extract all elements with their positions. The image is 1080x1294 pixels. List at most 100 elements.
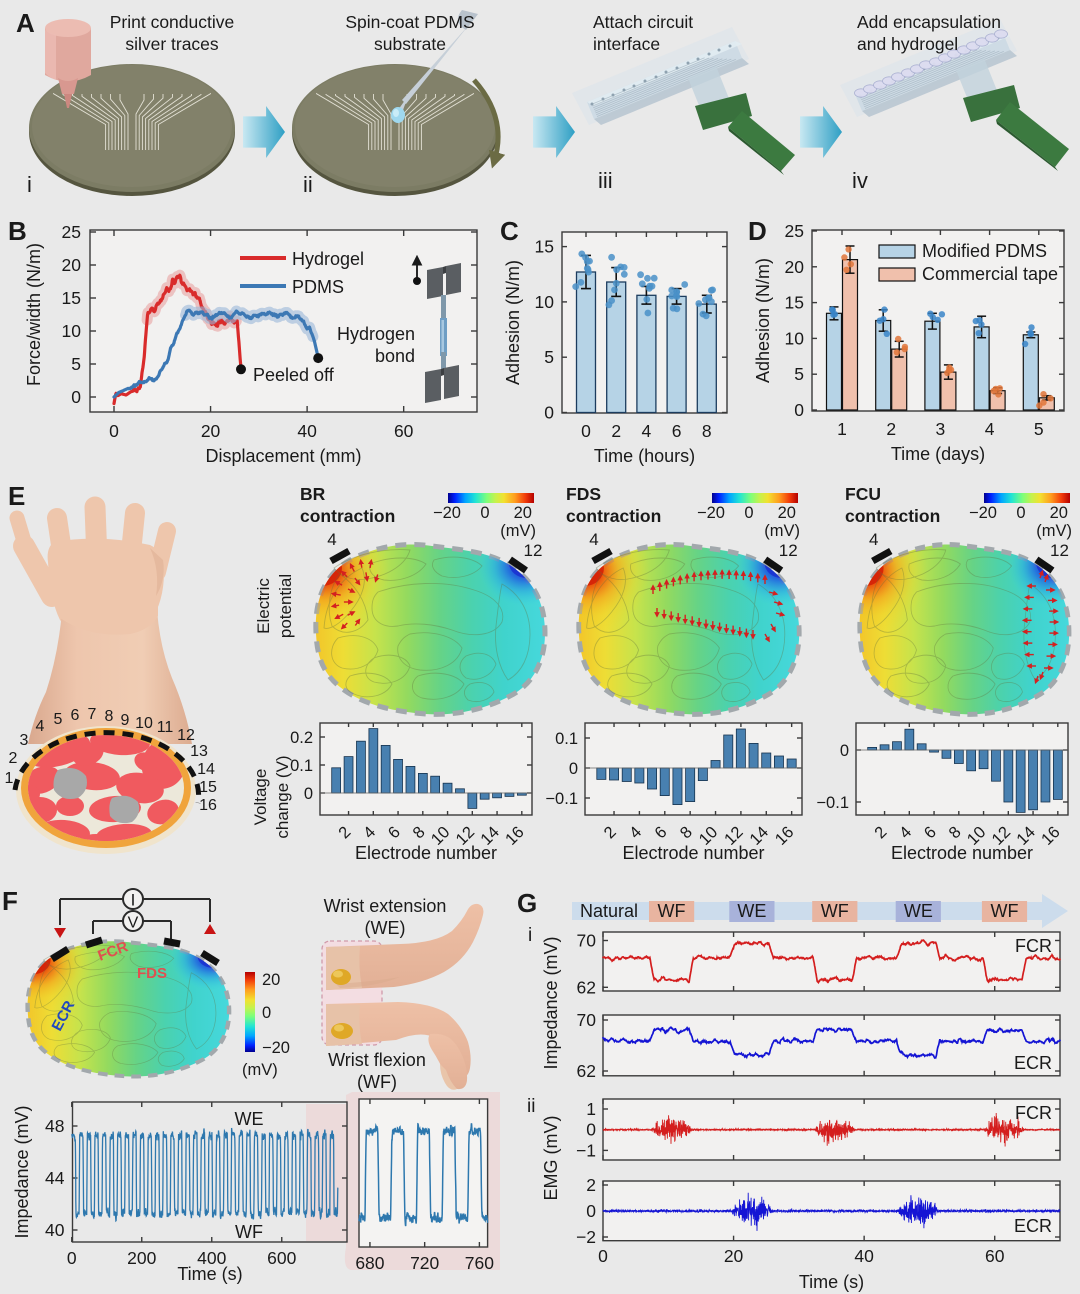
svg-text:Hydrogel: Hydrogel <box>292 249 364 269</box>
svg-text:Electrode number: Electrode number <box>891 843 1033 863</box>
svg-text:(mV): (mV) <box>1036 522 1072 540</box>
svg-text:40: 40 <box>297 421 317 441</box>
svg-text:14: 14 <box>197 761 215 778</box>
svg-text:12: 12 <box>1050 541 1069 560</box>
svg-text:−0.1: −0.1 <box>816 794 849 812</box>
svg-text:1: 1 <box>5 770 14 787</box>
svg-text:10: 10 <box>62 321 82 341</box>
svg-text:WF: WF <box>235 1222 263 1242</box>
svg-text:WF: WF <box>821 901 849 921</box>
svg-text:V: V <box>128 915 139 932</box>
svg-text:15: 15 <box>62 288 81 308</box>
svg-text:0: 0 <box>109 421 119 441</box>
svg-text:bond: bond <box>375 346 415 366</box>
svg-text:i: i <box>528 925 532 946</box>
svg-text:2: 2 <box>586 1175 596 1195</box>
svg-text:4: 4 <box>985 419 995 439</box>
svg-text:200: 200 <box>127 1248 156 1268</box>
svg-text:20: 20 <box>514 504 532 522</box>
svg-text:iv: iv <box>852 168 868 193</box>
svg-text:0: 0 <box>598 1246 608 1266</box>
svg-text:B: B <box>8 216 27 246</box>
svg-text:FCU: FCU <box>845 484 881 504</box>
svg-text:(mV): (mV) <box>500 522 536 540</box>
svg-text:15: 15 <box>535 237 554 257</box>
svg-text:9: 9 <box>121 712 130 729</box>
svg-text:WE: WE <box>737 901 766 921</box>
svg-text:2: 2 <box>886 419 896 439</box>
svg-text:12: 12 <box>524 541 543 560</box>
svg-text:11: 11 <box>157 719 174 736</box>
svg-text:44: 44 <box>45 1168 65 1188</box>
svg-text:0: 0 <box>581 421 591 441</box>
svg-text:contraction: contraction <box>566 506 661 526</box>
svg-text:A: A <box>16 8 35 38</box>
svg-text:20: 20 <box>785 257 805 277</box>
svg-text:and hydrogel: and hydrogel <box>857 34 958 54</box>
svg-text:potential: potential <box>276 574 295 638</box>
svg-text:6: 6 <box>71 707 80 724</box>
svg-text:12: 12 <box>177 727 195 744</box>
svg-text:contraction: contraction <box>845 506 940 526</box>
svg-text:12: 12 <box>779 541 798 560</box>
svg-text:720: 720 <box>410 1253 439 1273</box>
svg-text:48: 48 <box>45 1116 64 1136</box>
svg-text:20: 20 <box>1050 504 1068 522</box>
svg-text:20: 20 <box>778 504 796 522</box>
svg-text:3: 3 <box>936 419 946 439</box>
svg-text:Displacement (mm): Displacement (mm) <box>205 446 361 466</box>
svg-text:760: 760 <box>465 1253 494 1273</box>
svg-text:WE: WE <box>235 1109 264 1129</box>
svg-text:Print conductive: Print conductive <box>110 12 235 32</box>
svg-text:5: 5 <box>544 347 554 367</box>
svg-text:Commercial tape: Commercial tape <box>922 264 1058 284</box>
svg-text:Electric: Electric <box>254 578 273 634</box>
svg-text:(mV): (mV) <box>764 522 800 540</box>
svg-text:i: i <box>27 172 32 197</box>
svg-text:−1: −1 <box>576 1140 596 1160</box>
svg-text:4: 4 <box>869 530 878 549</box>
svg-text:FCR: FCR <box>1015 1103 1052 1123</box>
svg-text:Adhesion (N/m): Adhesion (N/m) <box>503 260 523 385</box>
svg-text:contraction: contraction <box>300 506 395 526</box>
svg-text:600: 600 <box>267 1248 296 1268</box>
svg-text:C: C <box>500 216 519 246</box>
svg-text:16: 16 <box>199 797 217 814</box>
svg-text:change (V): change (V) <box>273 755 292 838</box>
svg-text:FCR: FCR <box>1015 936 1052 956</box>
svg-text:10: 10 <box>135 715 153 732</box>
svg-text:WF: WF <box>658 901 686 921</box>
svg-text:Impedance (mV): Impedance (mV) <box>541 936 561 1069</box>
svg-text:0: 0 <box>71 387 81 407</box>
svg-text:FDS: FDS <box>566 484 601 504</box>
svg-text:−20: −20 <box>262 1039 290 1057</box>
svg-text:(WF): (WF) <box>357 1072 397 1092</box>
svg-text:(WE): (WE) <box>365 918 406 938</box>
svg-text:70: 70 <box>577 1010 597 1030</box>
svg-text:0: 0 <box>744 504 753 522</box>
svg-text:1: 1 <box>586 1099 596 1119</box>
svg-text:ii: ii <box>303 172 313 197</box>
svg-text:BR: BR <box>300 484 326 504</box>
svg-text:−2: −2 <box>576 1227 596 1247</box>
svg-text:4: 4 <box>36 718 45 735</box>
svg-text:D: D <box>748 216 767 246</box>
svg-text:0: 0 <box>480 504 489 522</box>
svg-text:Time (s): Time (s) <box>177 1264 242 1284</box>
svg-text:3: 3 <box>20 732 29 749</box>
svg-text:ECR: ECR <box>1014 1216 1052 1236</box>
svg-text:Peeled off: Peeled off <box>253 365 335 385</box>
svg-text:10: 10 <box>785 328 805 348</box>
svg-text:WF: WF <box>991 901 1019 921</box>
svg-text:Add encapsulation: Add encapsulation <box>857 12 1001 32</box>
svg-text:2: 2 <box>611 421 621 441</box>
svg-text:EMG (mV): EMG (mV) <box>541 1116 561 1201</box>
svg-text:Time (s): Time (s) <box>799 1272 864 1292</box>
svg-text:0: 0 <box>794 400 804 420</box>
svg-text:2: 2 <box>9 750 18 767</box>
svg-text:substrate: substrate <box>374 34 446 54</box>
svg-text:Modified PDMS: Modified PDMS <box>922 241 1047 261</box>
svg-text:Natural: Natural <box>580 901 638 921</box>
svg-text:Wrist flexion: Wrist flexion <box>328 1050 426 1070</box>
svg-text:8: 8 <box>702 421 712 441</box>
